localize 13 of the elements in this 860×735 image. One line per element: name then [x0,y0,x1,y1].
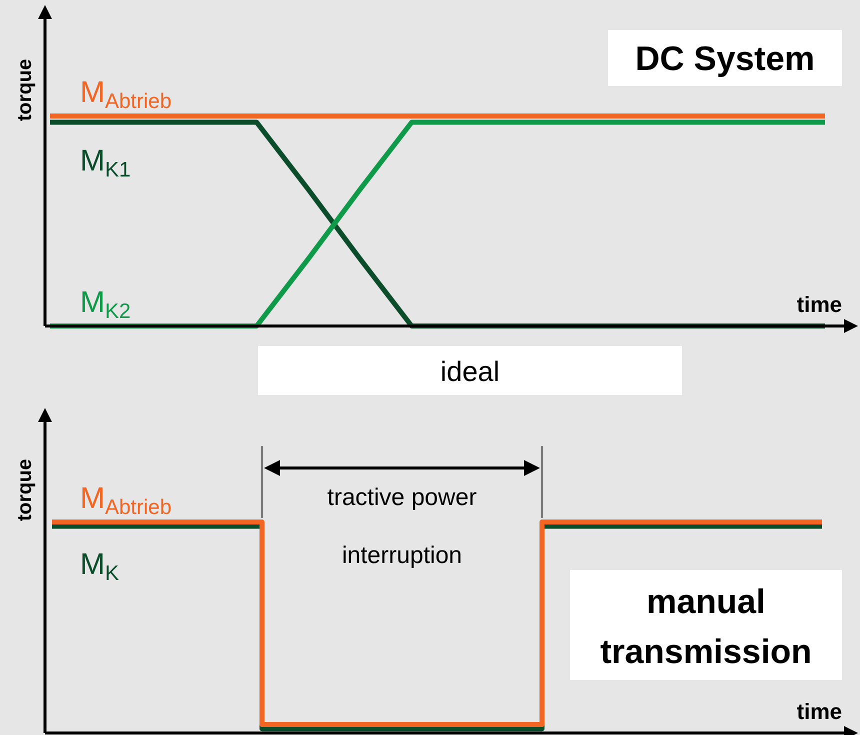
text: ideal [440,356,500,387]
text: manual transmission [600,583,812,671]
x-axis-title: time [796,699,842,724]
series-label: M$_{Abtrieb}$ [80,482,172,519]
chart-title: DC System [635,40,815,78]
series-label: M$_{K}$ [80,548,120,586]
y-axis-title: torque [14,458,36,522]
x-axis-title: time [796,292,842,317]
series-label: M$_{Abtrieb}$ [80,76,172,113]
y-axis-title: torque [14,58,36,122]
text: tractive power interruption [327,484,477,569]
series-label: M$_{K1}$ [80,144,131,182]
series-label: M$_{K2}$ [80,286,131,323]
